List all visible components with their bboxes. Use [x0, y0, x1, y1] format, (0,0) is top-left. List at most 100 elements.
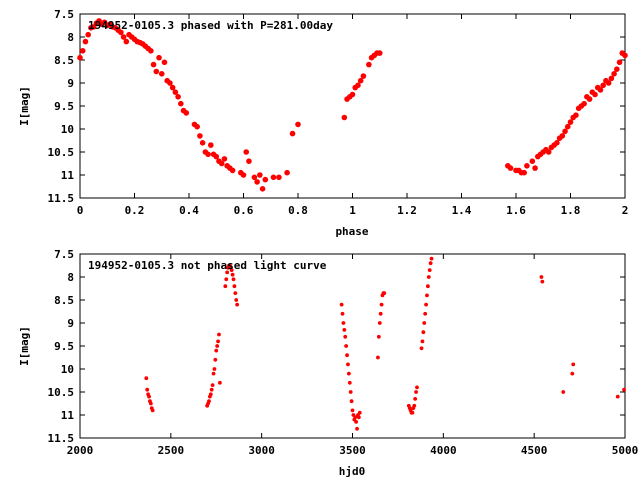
plot-frame	[79, 13, 626, 199]
data-point	[215, 344, 220, 348]
y-tick-label: 8.5	[54, 294, 74, 307]
data-point	[218, 160, 225, 167]
data-point	[340, 311, 345, 316]
x-tick-label: 1.6	[506, 204, 526, 217]
data-point	[148, 48, 154, 54]
data-point	[376, 50, 383, 56]
data-point	[123, 38, 130, 45]
data-point	[158, 71, 165, 77]
data-point	[85, 31, 91, 38]
y-axis-ticks: 7.5 8 8.5 9 9.5 10 10.5 11 11.5	[48, 8, 625, 205]
data-points	[144, 256, 626, 431]
data-point	[224, 277, 229, 282]
data-point	[208, 392, 213, 397]
x-tick-label: 4500	[521, 444, 548, 457]
x-tick-label: 0.6	[234, 204, 254, 217]
data-point	[425, 293, 429, 298]
data-point	[229, 268, 234, 272]
data-point	[231, 277, 236, 282]
data-point	[212, 367, 217, 371]
data-point	[167, 80, 173, 86]
data-point	[217, 332, 221, 337]
y-tick-label: 8	[67, 271, 74, 284]
x-axis-label: hjd0	[339, 465, 366, 478]
data-point	[161, 59, 168, 66]
data-point	[214, 348, 219, 353]
data-point	[426, 275, 431, 279]
data-point	[210, 383, 215, 387]
y-tick-label: 11.5	[48, 192, 75, 205]
data-point	[597, 87, 604, 93]
data-point	[429, 256, 434, 261]
data-point	[178, 100, 184, 107]
data-point	[230, 272, 235, 277]
data-point	[413, 397, 418, 401]
data-point	[346, 362, 350, 367]
data-point	[616, 59, 623, 66]
data-point	[349, 91, 356, 98]
y-tick-label: 9.5	[54, 100, 74, 113]
data-point	[349, 399, 354, 404]
data-point	[581, 100, 587, 107]
data-point	[194, 123, 200, 130]
data-point	[205, 151, 211, 158]
data-point	[341, 114, 348, 121]
data-point	[521, 169, 527, 176]
data-point	[554, 140, 560, 146]
data-point	[382, 291, 387, 295]
data-point	[344, 344, 349, 348]
data-point	[259, 186, 266, 192]
data-point	[614, 66, 620, 72]
data-point	[592, 91, 598, 98]
data-point	[622, 387, 626, 392]
data-point	[355, 426, 359, 431]
x-tick-label: 1	[349, 204, 356, 217]
x-tick-label: 1.8	[561, 204, 581, 217]
data-point	[378, 311, 383, 316]
data-point	[207, 399, 211, 404]
data-point	[221, 156, 228, 162]
data-point	[211, 371, 216, 376]
data-point	[150, 61, 157, 68]
data-point	[339, 302, 344, 307]
y-tick-label: 10	[61, 363, 74, 376]
data-point	[415, 385, 419, 390]
x-tick-label: 3500	[339, 444, 366, 457]
x-tick-label: 4000	[430, 444, 457, 457]
data-point	[145, 387, 150, 392]
data-point	[421, 330, 426, 335]
data-point	[355, 82, 361, 89]
data-point	[529, 158, 536, 164]
y-tick-label: 10	[61, 123, 74, 136]
data-point	[144, 376, 149, 381]
x-tick-label: 2500	[158, 444, 185, 457]
x-tick-label: 5000	[612, 444, 639, 457]
data-point	[251, 174, 258, 181]
data-point	[79, 48, 86, 54]
x-tick-label: 0.2	[125, 204, 145, 217]
data-point	[147, 394, 151, 399]
data-point	[410, 410, 415, 415]
data-point	[348, 390, 353, 394]
data-point	[342, 328, 347, 332]
y-tick-label: 8.5	[54, 54, 74, 67]
data-point	[605, 80, 612, 86]
data-point	[225, 270, 230, 275]
data-point	[420, 339, 425, 344]
y-tick-label: 9	[67, 77, 74, 90]
data-point	[376, 355, 380, 360]
data-point	[622, 52, 628, 59]
data-point	[571, 362, 576, 367]
data-point	[573, 112, 579, 118]
data-point	[507, 165, 514, 171]
data-point	[600, 82, 606, 89]
data-point	[289, 130, 296, 137]
data-point	[586, 96, 593, 102]
data-point	[183, 110, 190, 116]
data-point	[366, 61, 372, 68]
data-point	[232, 284, 237, 289]
data-point	[345, 353, 349, 358]
data-point	[615, 394, 620, 399]
y-tick-label: 9	[67, 317, 74, 330]
data-point	[347, 380, 352, 385]
